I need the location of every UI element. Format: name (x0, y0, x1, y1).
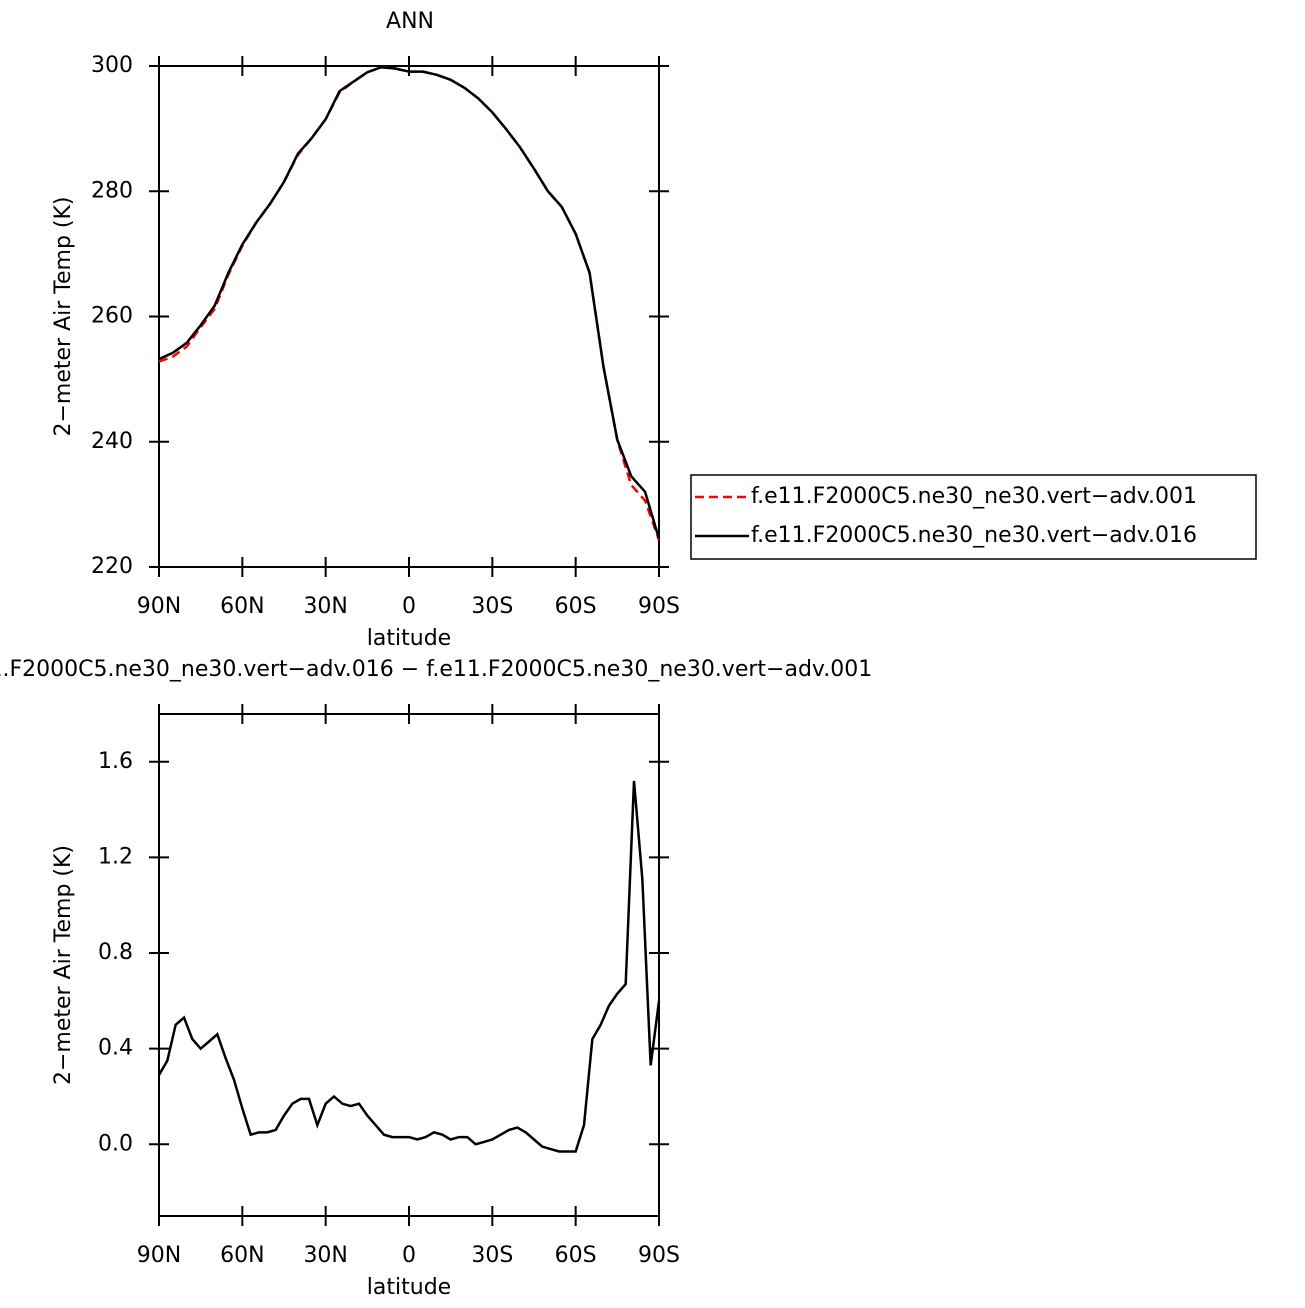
x-axis-label: latitude (367, 1275, 451, 1300)
plot-frame (158, 65, 660, 568)
y-tick-label: 280 (91, 178, 133, 203)
y-tick-label: 300 (91, 53, 133, 78)
chart-title: f.e11.F2000C5.ne30_ne30.vert−adv.016 − f… (0, 657, 872, 682)
y-axis-label: 2−meter Air Temp (K) (51, 845, 76, 1085)
data-line (158, 65, 661, 541)
x-tick-label: 60S (555, 1243, 597, 1268)
data-line (158, 65, 661, 540)
x-tick-label: 60S (555, 594, 597, 619)
x-tick-label: 90N (137, 594, 181, 619)
y-tick-label: 260 (91, 304, 133, 329)
y-tick-label: 220 (91, 554, 133, 579)
x-axis-label: latitude (367, 626, 451, 651)
legend-label: f.e11.F2000C5.ne30_ne30.vert−adv.016 (751, 523, 1197, 548)
x-tick-label: 30S (471, 594, 513, 619)
y-tick-label: 0.4 (98, 1036, 133, 1061)
x-tick-label: 60N (220, 594, 264, 619)
y-tick-label: 1.2 (98, 844, 133, 869)
data-line (157, 780, 661, 1153)
y-tick-label: 240 (91, 429, 133, 454)
y-tick-label: 1.6 (98, 749, 133, 774)
y-axis-label: 2−meter Air Temp (K) (51, 196, 76, 436)
legend-label: f.e11.F2000C5.ne30_ne30.vert−adv.001 (751, 484, 1197, 509)
y-tick-label: 0.8 (98, 940, 133, 965)
plot-frame (158, 713, 660, 1217)
x-tick-label: 0 (402, 594, 416, 619)
x-tick-label: 0 (402, 1243, 416, 1268)
y-tick-label: 0.0 (98, 1131, 133, 1156)
x-tick-label: 30N (303, 594, 347, 619)
x-tick-label: 90N (137, 1243, 181, 1268)
x-tick-label: 30S (471, 1243, 513, 1268)
x-tick-label: 60N (220, 1243, 264, 1268)
x-tick-label: 30N (303, 1243, 347, 1268)
legend-box (690, 474, 1257, 560)
chart-title: ANN (386, 9, 434, 34)
x-tick-label: 90S (638, 1243, 680, 1268)
x-tick-label: 90S (638, 594, 680, 619)
